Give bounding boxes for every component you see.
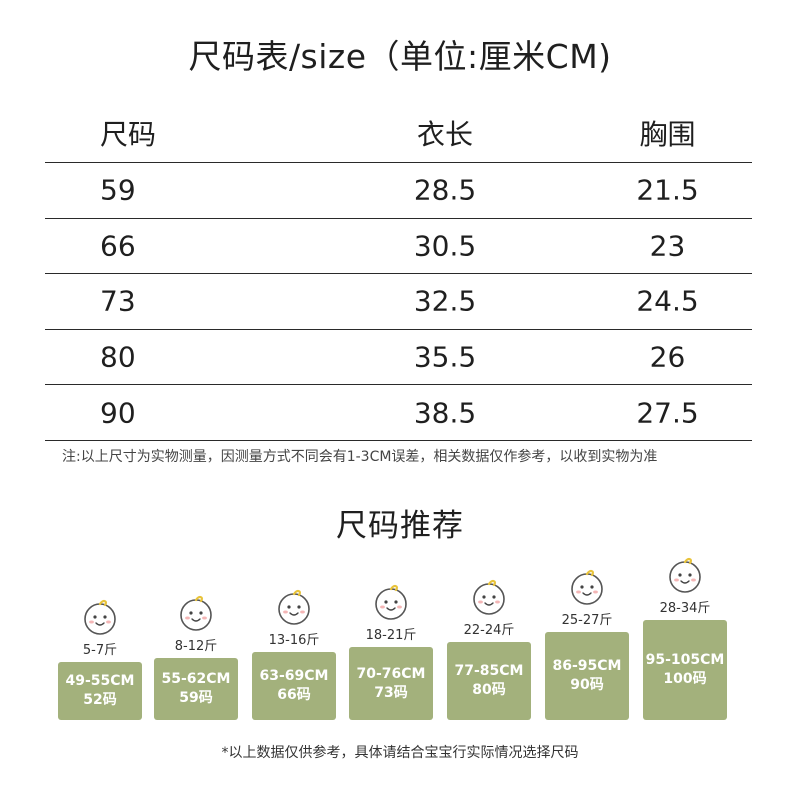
recommend-card: 5-7斤 49-55CM 52码 <box>58 597 142 720</box>
cell-length: 30.5 <box>413 229 477 263</box>
cell-chest: 21.5 <box>636 173 699 207</box>
table-row: 80 35.5 26 <box>45 330 752 386</box>
measurement-note: 注:以上尺寸为实物测量，因测量方式不同会有1-3CM误差，相关数据仅作参考，以收… <box>62 449 658 465</box>
baby-face-icon <box>278 589 310 625</box>
header-length: 衣长 <box>416 118 473 151</box>
height-range: 55-62CM <box>161 671 231 687</box>
cell-size: 90 <box>100 396 136 430</box>
height-range: 95-105CM <box>645 652 725 668</box>
size-label: 59码 <box>179 690 213 706</box>
baby-face-icon <box>669 557 701 593</box>
recommend-card: 8-12斤 55-62CM 59码 <box>154 593 238 720</box>
size-table: 尺码 衣长 胸围 59 28.5 21.5 66 30.5 23 73 32.5… <box>45 104 752 441</box>
table-header-row: 尺码 衣长 胸围 <box>45 104 752 163</box>
weight-label: 8-12斤 <box>174 639 218 654</box>
baby-face-icon <box>375 584 407 620</box>
cell-length: 32.5 <box>413 284 477 318</box>
size-label: 66码 <box>277 687 311 703</box>
table-row: 90 38.5 27.5 <box>45 385 752 441</box>
height-range: 86-95CM <box>552 658 622 674</box>
recommend-title: 尺码推荐 <box>336 508 464 544</box>
header-chest: 胸围 <box>639 118 696 151</box>
table-row: 59 28.5 21.5 <box>45 163 752 219</box>
cell-chest: 26 <box>649 340 686 374</box>
recommend-card: 22-24斤 77-85CM 80码 <box>447 577 531 720</box>
size-label: 100码 <box>663 671 707 687</box>
baby-face-icon <box>571 569 603 605</box>
weight-label: 22-24斤 <box>463 623 515 638</box>
recommend-card: 28-34斤 95-105CM 100码 <box>643 555 727 720</box>
footnote: *以上数据仅供参考，具体请结合宝宝行实际情况选择尺码 <box>221 745 579 761</box>
size-label: 73码 <box>374 684 408 701</box>
size-box: 86-95CM 90码 <box>545 632 629 720</box>
header-size: 尺码 <box>100 118 157 151</box>
cell-length: 38.5 <box>413 396 477 430</box>
weight-label: 13-16斤 <box>268 633 320 648</box>
height-range: 49-55CM <box>65 673 135 689</box>
weight-label: 28-34斤 <box>659 601 711 616</box>
weight-label: 18-21斤 <box>365 628 417 643</box>
table-row: 73 32.5 24.5 <box>45 274 752 330</box>
size-label: 52码 <box>83 692 117 708</box>
height-range: 63-69CM <box>259 668 329 684</box>
cell-length: 28.5 <box>413 173 477 207</box>
weight-label: 25-27斤 <box>561 613 613 628</box>
cell-chest: 24.5 <box>636 284 699 318</box>
size-box: 55-62CM 59码 <box>154 658 238 720</box>
size-box: 77-85CM 80码 <box>447 642 531 720</box>
size-box: 63-69CM 66码 <box>252 652 336 720</box>
baby-face-icon <box>180 595 212 631</box>
cell-chest: 23 <box>649 229 686 263</box>
cell-size: 80 <box>100 340 136 374</box>
weight-label: 5-7斤 <box>82 643 118 658</box>
cell-length: 35.5 <box>413 340 477 374</box>
cell-chest: 27.5 <box>636 396 699 430</box>
table-row: 66 30.5 23 <box>45 219 752 275</box>
recommend-card: 25-27斤 86-95CM 90码 <box>545 567 629 720</box>
size-label: 80码 <box>472 682 506 698</box>
recommend-card: 13-16斤 63-69CM 66码 <box>252 587 336 720</box>
size-label: 90码 <box>570 677 604 693</box>
recommend-card: 18-21斤 70-76CM 73码 <box>349 582 433 720</box>
baby-face-icon <box>84 599 116 635</box>
cell-size: 59 <box>100 173 136 207</box>
height-range: 77-85CM <box>454 663 524 679</box>
cell-size: 73 <box>100 284 136 318</box>
size-box: 95-105CM 100码 <box>643 620 727 720</box>
size-box: 70-76CM 73码 <box>349 647 433 720</box>
baby-face-icon <box>473 579 505 615</box>
page-title: 尺码表/size（单位:厘米CM) <box>188 37 612 76</box>
cell-size: 66 <box>100 229 136 263</box>
size-box: 49-55CM 52码 <box>58 662 142 720</box>
height-range: 70-76CM <box>356 665 426 682</box>
